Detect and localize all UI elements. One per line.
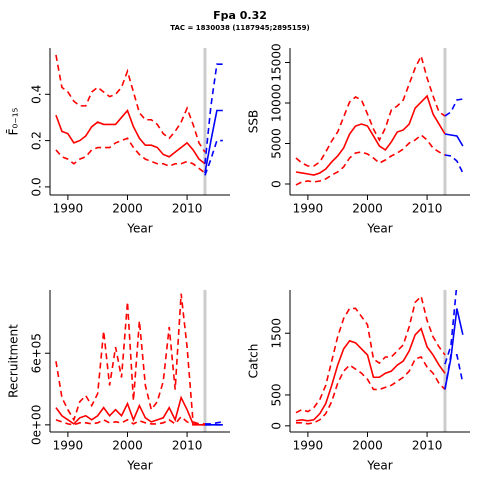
interval-line [444,290,458,365]
interval-line [204,63,223,164]
interval-line [444,154,464,174]
median-line [55,395,205,426]
interval-line [295,294,446,414]
interval-line [55,137,206,174]
x-axis-label: Year [126,222,152,236]
median-line [55,108,206,165]
lines [295,290,464,425]
interval-line [444,98,463,117]
x-tick-label: 2010 [172,202,203,216]
interval-line [295,356,446,425]
y-axis-label: F̄₀₋₁₅ [6,107,20,135]
y-tick-label: 0 [270,422,284,430]
figure-subtitle: TAC = 1830038 (1187945;2895159) [170,24,309,32]
y-tick-label: 10000 [270,84,284,122]
x-tick-label: 1990 [53,439,84,453]
x-tick-label: 2000 [352,202,383,216]
panel: 1990 2000 2010 0e+00 6e+05 Year Recruitment [7,290,230,473]
y-tick-label: 0e+00 [30,405,44,445]
y-tick-label: 6e+05 [30,333,44,373]
x-tick-label: 2010 [172,439,203,453]
lines [55,54,223,176]
x-tick-label: 1990 [53,202,84,216]
interval-line [204,421,223,425]
y-tick-label: 0.4 [30,85,44,104]
x-tick-label: 2010 [412,202,443,216]
x-axis-label: Year [126,459,152,473]
median-line [295,94,446,176]
x-axis-label: Year [366,222,392,236]
x-tick-label: 1990 [293,439,324,453]
panel: 1990 2000 2010 0.0 0.2 0.4 Year F̄₀₋₁₅ [6,48,230,236]
y-tick-label: 0.2 [30,131,44,150]
interval-line [444,354,464,390]
y-tick-label: 0 [270,180,284,188]
median-line [295,327,446,422]
y-axis-label: SSB [247,110,261,133]
median-line [444,308,464,390]
x-tick-label: 2010 [412,439,443,453]
y-axis-label: Catch [247,344,261,379]
lines [295,53,464,186]
x-tick-label: 2000 [112,202,143,216]
y-axis-label: Recruitment [7,324,21,398]
figure-title: Fpa 0.32 [213,9,267,22]
panel: 1990 2000 2010 0 500 1500 Year Catch [247,290,470,473]
x-axis-label: Year [366,459,392,473]
y-tick-label: 15000 [270,43,284,81]
panel: 1990 2000 2010 0 5000 10000 15000 Year SSB [247,43,470,236]
x-tick-label: 2000 [112,439,143,453]
y-tick-label: 1500 [270,318,284,349]
y-tick-label: 500 [270,384,284,407]
interval-line [55,293,205,425]
x-tick-label: 1990 [293,202,324,216]
median-line [204,109,223,174]
y-tick-label: 0.0 [30,177,44,196]
interval-line [55,54,206,153]
lines [55,293,223,426]
x-tick-label: 2000 [352,439,383,453]
y-tick-label: 5000 [270,128,284,159]
interval-line [55,415,205,426]
median-line [444,133,464,147]
interval-line [295,53,446,167]
interval-line [295,133,446,186]
